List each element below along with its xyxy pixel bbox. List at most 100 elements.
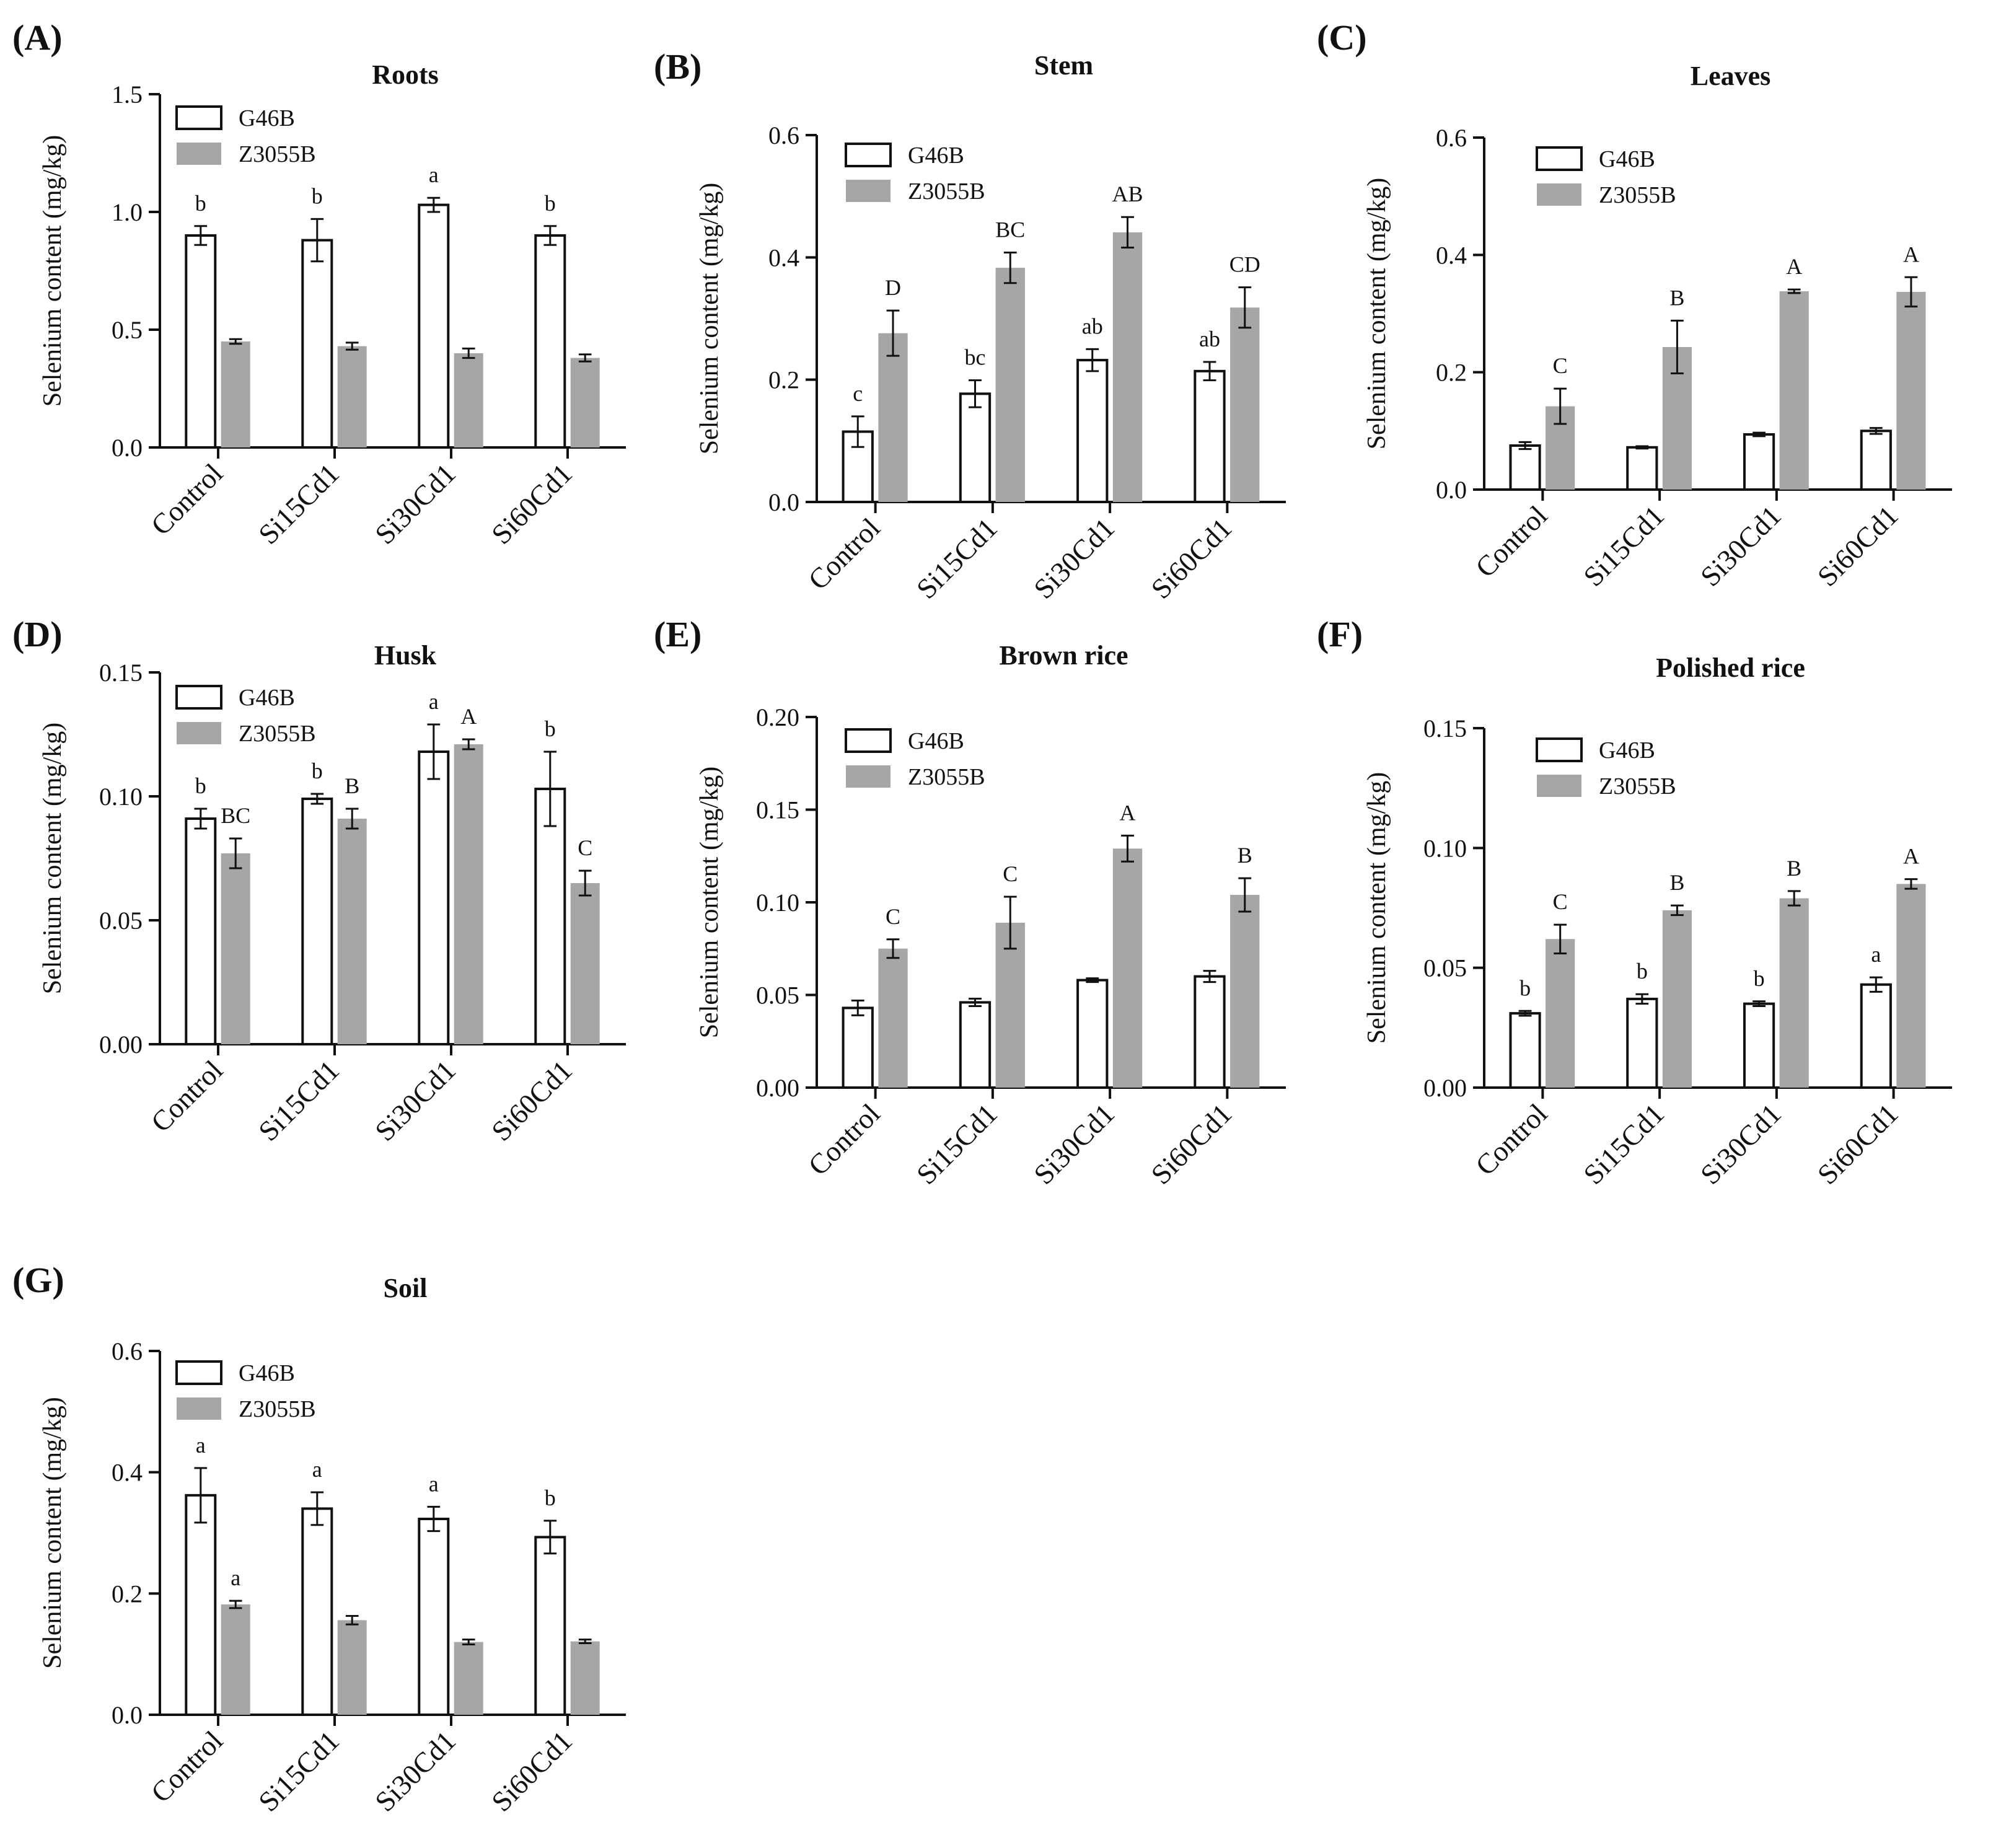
chart-title: Soil (384, 1273, 428, 1303)
significance-label: A (1120, 800, 1136, 825)
y-axis-label: Selenium content (mg/kg) (38, 723, 67, 995)
chart-title: Brown rice (999, 640, 1128, 671)
bar-z3055b (337, 346, 367, 447)
x-tick-label: Control (1469, 1098, 1553, 1181)
significance-label: B (345, 773, 359, 798)
bar-g46b (418, 203, 450, 449)
legend-label: G46B (908, 728, 964, 754)
bar-g46b (1743, 1002, 1775, 1089)
x-tick-label: Si15Cd1 (910, 1098, 1003, 1190)
bar-g46b (301, 1507, 333, 1717)
significance-label: B (1669, 285, 1684, 310)
legend-swatch-z3055b (177, 143, 221, 165)
bar-g46b (1194, 369, 1226, 503)
chart-panel-3: (C) Leaves 0.0 0.2 0.4 0.6 Selenium content (m… (1317, 17, 1952, 592)
legend-swatch-g46b (175, 685, 222, 710)
significance-label: b (195, 773, 206, 798)
legend-label: G46B (239, 105, 295, 131)
bar-z3055b (878, 333, 908, 502)
legend-label: Z3055B (239, 141, 316, 167)
bar-g46b (1860, 983, 1892, 1089)
legend-swatch-g46b (845, 143, 892, 167)
legend-label: G46B (239, 1360, 295, 1386)
y-axis-label: Selenium content (mg/kg) (38, 135, 67, 407)
y-tick-label: 0.2 (768, 366, 799, 394)
x-tick-label: Control (802, 1098, 886, 1181)
significance-label: a (312, 1457, 322, 1482)
significance-label: a (429, 689, 439, 714)
bar-g46b (959, 1001, 992, 1089)
bar-z3055b (454, 353, 483, 447)
significance-label: C (886, 904, 900, 929)
significance-label: a (429, 162, 439, 187)
significance-label: ab (1199, 327, 1220, 351)
bar-g46b (185, 1494, 217, 1716)
x-tick-label: Si30Cd1 (1694, 1098, 1787, 1190)
significance-label: b (545, 716, 556, 741)
y-tick-label: 0.0 (112, 1701, 143, 1729)
x-tick-label: Si15Cd1 (252, 457, 345, 550)
x-tick-label: Si15Cd1 (1577, 499, 1670, 592)
legend-label: Z3055B (1599, 182, 1676, 208)
x-tick-label: Si30Cd1 (369, 457, 462, 550)
y-tick-label: 0.05 (756, 982, 799, 1010)
y-axis-label: Selenium content (mg/kg) (38, 1397, 67, 1669)
bar-z3055b (1896, 884, 1926, 1088)
bar-g46b (1509, 1012, 1541, 1089)
bar-z3055b (1896, 291, 1926, 490)
bar-z3055b (337, 1620, 367, 1715)
legend-label: Z3055B (908, 178, 985, 205)
x-tick-label: Si30Cd1 (369, 1054, 462, 1147)
bar-g46b (1743, 433, 1775, 491)
significance-label: b (1519, 975, 1531, 1000)
significance-label: B (1238, 843, 1252, 868)
bar-g46b (1626, 446, 1658, 491)
bar-z3055b (995, 268, 1025, 502)
y-tick-label: 0.4 (1436, 241, 1467, 269)
y-tick-label: 0.5 (112, 316, 143, 344)
x-tick-label: Si60Cd1 (1811, 1098, 1904, 1190)
x-tick-label: Si60Cd1 (485, 457, 578, 550)
legend-label: Z3055B (908, 764, 985, 790)
x-tick-label: Control (145, 457, 229, 541)
significance-label: B (1669, 870, 1684, 895)
legend-swatch-z3055b (177, 1397, 221, 1420)
y-tick-label: 0.10 (99, 783, 143, 811)
panel-label: (E) (654, 614, 701, 654)
significance-label: a (1871, 942, 1881, 967)
significance-label: bc (964, 345, 985, 370)
x-tick-label: Si60Cd1 (1145, 512, 1238, 605)
x-tick-label: Control (1469, 499, 1553, 583)
y-tick-label: 0.15 (99, 659, 143, 687)
chart-title: Roots (372, 59, 439, 90)
legend-swatch-g46b (175, 105, 222, 130)
bar-g46b (1076, 979, 1109, 1089)
x-tick-label: Si30Cd1 (1027, 1098, 1120, 1190)
y-tick-label: 0.0 (112, 434, 143, 462)
x-tick-label: Si15Cd1 (252, 1054, 345, 1147)
y-tick-label: 0.15 (756, 796, 799, 824)
x-tick-label: Control (145, 1054, 229, 1138)
y-tick-label: 0.00 (756, 1074, 799, 1102)
significance-label: CD (1229, 252, 1260, 277)
bar-z3055b (570, 358, 600, 447)
x-tick-label: Control (802, 512, 886, 596)
panel-label: (A) (12, 17, 63, 58)
significance-label: A (1903, 844, 1919, 869)
y-tick-label: 1.5 (112, 81, 143, 108)
significance-label: a (196, 1433, 206, 1458)
bar-g46b (418, 1517, 450, 1716)
chart-panel-4: (D) Husk 0.00 0.05 0.10 0.15 Selenium content … (12, 614, 626, 1147)
bar-g46b (1194, 975, 1226, 1089)
x-tick-label: Si60Cd1 (1145, 1098, 1238, 1190)
panel-label: (G) (12, 1260, 64, 1300)
bar-g46b (1076, 359, 1109, 503)
bar-g46b (534, 788, 566, 1045)
bar-g46b (418, 750, 450, 1045)
legend-swatch-g46b (1536, 146, 1583, 171)
x-tick-label: Si30Cd1 (369, 1725, 462, 1818)
bar-z3055b (221, 853, 250, 1044)
significance-label: c (853, 381, 863, 406)
y-tick-label: 0.6 (1436, 124, 1467, 152)
